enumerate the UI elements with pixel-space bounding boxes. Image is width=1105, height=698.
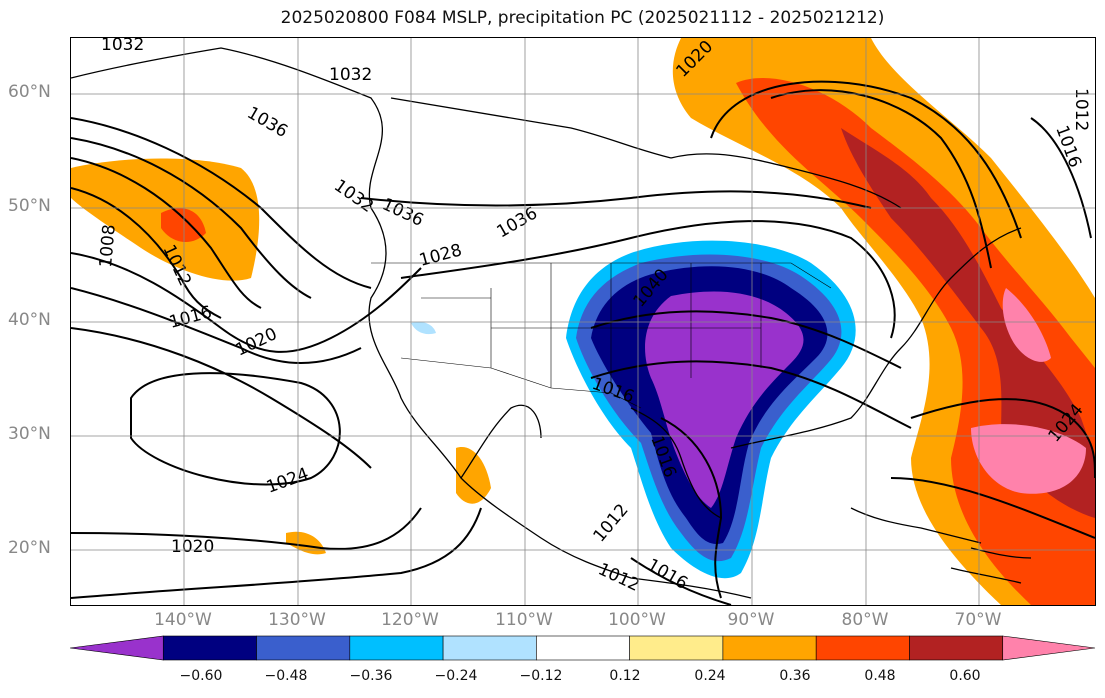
colorbar — [70, 635, 1096, 661]
lon-label-80w: 80°W — [841, 610, 889, 630]
lat-label-50n: 50°N — [8, 196, 51, 216]
colorbar-segment — [349, 635, 444, 661]
lat-label-60n: 60°N — [8, 82, 51, 102]
lon-label-130w: 130°W — [268, 610, 326, 630]
lat-label-20n: 20°N — [8, 538, 51, 558]
contour-label-1036-a: 1036 — [244, 103, 291, 142]
contour-label-1024: 1024 — [264, 464, 311, 498]
colorbar-segment — [909, 635, 1004, 661]
colorbar-segment — [815, 635, 910, 661]
contour-label-1020-b: 1020 — [171, 537, 214, 557]
contour-label-1032-b: 1032 — [329, 65, 372, 85]
colorbar-tick-8: 0.36 — [779, 668, 811, 684]
contour-label-1012-b: 1012 — [1071, 88, 1091, 131]
graticule — [71, 38, 1095, 605]
lat-label-40n: 40°N — [8, 310, 51, 330]
colorbar-segment — [256, 635, 351, 661]
colorbar-tick-10: 0.60 — [949, 668, 981, 684]
map-svg: 1032 1032 1036 1032 1036 1036 1028 1040 … — [71, 38, 1095, 605]
contour-label-1012-c: 1012 — [590, 500, 633, 546]
precip-negative-shading — [411, 240, 856, 579]
map-title: 2025020800 F084 MSLP, precipitation PC (… — [280, 8, 885, 28]
isobars — [71, 80, 1095, 605]
contour-label-1032-a: 1032 — [101, 38, 144, 55]
lon-label-110w: 110°W — [495, 610, 553, 630]
lon-label-100w: 100°W — [608, 610, 666, 630]
colorbar-tick-1: −0.60 — [179, 668, 223, 684]
colorbar-tick-3: −0.36 — [349, 668, 393, 684]
colorbar-extend-low — [70, 635, 164, 661]
contour-label-1012-d: 1012 — [595, 559, 643, 595]
contour-label-1036-c: 1036 — [494, 203, 541, 242]
colorbar-segment — [536, 635, 630, 661]
contour-label-1008: 1008 — [96, 224, 120, 269]
lon-label-140w: 140°W — [154, 610, 212, 630]
lon-label-90w: 90°W — [727, 610, 775, 630]
colorbar-segment — [722, 635, 817, 661]
map-panel: 1032 1032 1036 1032 1036 1036 1028 1040 … — [70, 37, 1096, 606]
colorbar-tick-5: −0.12 — [519, 668, 563, 684]
colorbar-extend-high — [1002, 635, 1096, 661]
coastlines — [71, 47, 1032, 599]
lon-label-120w: 120°W — [381, 610, 439, 630]
colorbar-tick-6: 0.12 — [609, 668, 641, 684]
colorbar-segment — [629, 635, 724, 661]
colorbar-tick-2: −0.48 — [264, 668, 308, 684]
colorbar-tick-9: 0.48 — [864, 668, 896, 684]
colorbar-segment — [162, 635, 257, 661]
contour-label-1036-b: 1036 — [379, 194, 427, 230]
colorbar-tick-4: −0.24 — [434, 668, 478, 684]
colorbar-tick-7: 0.24 — [694, 668, 726, 684]
contour-label-1016-e: 1016 — [644, 555, 691, 594]
lon-label-70w: 70°W — [954, 610, 1002, 630]
contour-label-1028: 1028 — [417, 240, 464, 271]
colorbar-segment — [442, 635, 537, 661]
lat-label-30n: 30°N — [8, 424, 51, 444]
